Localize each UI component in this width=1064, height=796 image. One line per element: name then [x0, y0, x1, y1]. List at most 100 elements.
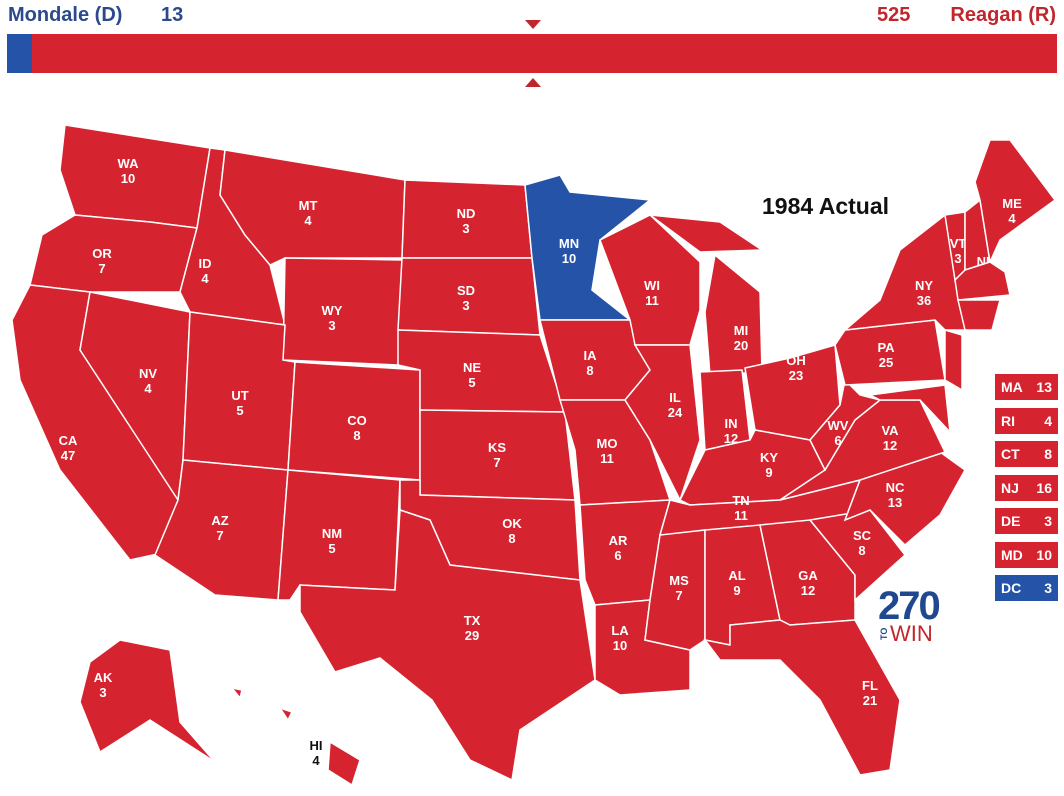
small-state-ev: 13	[1036, 379, 1052, 395]
state-label-abbr: VA	[881, 423, 899, 438]
state-label-abbr: SD	[457, 283, 475, 298]
state-label-abbr: VT	[950, 236, 967, 251]
state-wy[interactable]	[282, 257, 403, 366]
state-label-ev: 25	[879, 355, 893, 370]
state-mi[interactable]	[647, 213, 765, 253]
state-mi[interactable]	[704, 253, 763, 376]
270towin-logo: 270 TO WIN	[878, 584, 941, 645]
state-label-abbr: AK	[94, 670, 113, 685]
state-label-abbr: ND	[457, 206, 476, 221]
small-state-ri[interactable]: RI 4	[995, 407, 1058, 434]
state-label-abbr: MN	[559, 236, 579, 251]
state-label-ev: 3	[462, 298, 469, 313]
state-wi[interactable]	[599, 214, 701, 346]
small-state-ma[interactable]: MA 13	[995, 374, 1058, 400]
state-label-abbr: OK	[502, 516, 522, 531]
state-mn[interactable]	[524, 174, 652, 321]
small-state-abbr: MA	[1001, 379, 1023, 395]
democrat-candidate-name: Mondale (D)	[8, 4, 123, 26]
state-label-ev: 6	[834, 433, 841, 448]
state-label-abbr: PA	[877, 340, 895, 355]
state-label-ev: 12	[724, 431, 738, 446]
state-label-ev: 23	[789, 368, 803, 383]
state-label-abbr: NM	[322, 526, 342, 541]
state-label-abbr: LA	[611, 623, 629, 638]
state-fl[interactable]	[703, 619, 901, 776]
state-tx[interactable]	[299, 508, 596, 782]
small-state-ev: 4	[1044, 412, 1052, 429]
state-label-ev: 4	[144, 381, 152, 396]
small-state-ev: 3	[1044, 580, 1052, 596]
state-me[interactable]	[974, 139, 1057, 265]
logo-number: 270	[878, 584, 941, 628]
logo-to: TO	[879, 627, 889, 640]
republican-candidate-name: Reagan (R)	[950, 4, 1056, 26]
state-label-abbr: IA	[584, 348, 598, 363]
state-label-abbr: TN	[732, 493, 749, 508]
state-label-ev: 20	[734, 338, 748, 353]
state-label-ev: 29	[465, 628, 479, 643]
state-label-abbr: WY	[322, 303, 343, 318]
270-marker-top-icon	[525, 20, 541, 29]
state-label-ev: 5	[328, 541, 335, 556]
state-label-abbr: ME	[1002, 196, 1022, 211]
state-label-abbr: AL	[728, 568, 745, 583]
small-state-ev: 16	[1036, 479, 1052, 496]
small-state-ev: 3	[1044, 513, 1052, 529]
state-label-abbr: OH	[786, 353, 806, 368]
state-label-ev: 24	[668, 405, 683, 420]
small-state-ct[interactable]: CT 8	[995, 441, 1058, 467]
small-state-de[interactable]: DE 3	[995, 508, 1058, 534]
republican-electoral-votes: 525	[877, 4, 911, 26]
state-label-ev: 10	[562, 251, 576, 266]
state-label-ev: 12	[801, 583, 815, 598]
state-label-ev: 3	[954, 251, 961, 266]
state-label-abbr: KS	[488, 440, 506, 455]
state-label-ev: 4	[312, 753, 320, 768]
democrat-bar-segment	[7, 34, 33, 73]
small-state-ev: 8	[1044, 446, 1052, 462]
state-md[interactable]	[867, 384, 951, 435]
state-label-abbr: SC	[853, 528, 872, 543]
electoral-vote-bar	[7, 34, 1057, 73]
state-label-abbr: MI	[734, 323, 748, 338]
state-il[interactable]	[624, 344, 701, 502]
state-label-abbr: NV	[139, 366, 157, 381]
state-hi[interactable]	[278, 706, 294, 722]
state-label-abbr: NY	[915, 278, 933, 293]
state-label-ev: 8	[858, 543, 865, 558]
state-ne[interactable]	[397, 329, 567, 413]
state-label-abbr: IN	[725, 416, 738, 431]
state-label-abbr: MT	[299, 198, 318, 213]
state-label-abbr: NC	[886, 480, 905, 495]
state-pa[interactable]	[834, 319, 946, 386]
state-label-ev: 36	[917, 293, 931, 308]
state-label-abbr: GA	[798, 568, 818, 583]
state-hi[interactable]	[230, 686, 243, 700]
state-wv[interactable]	[809, 378, 882, 472]
state-label-ev: 3	[99, 685, 106, 700]
state-nj[interactable]	[944, 328, 963, 392]
state-label-ev: 8	[353, 428, 360, 443]
state-label-ev: 9	[733, 583, 740, 598]
state-label-ev: 11	[600, 451, 614, 466]
state-ak[interactable]	[79, 639, 216, 763]
state-label-abbr: TX	[464, 613, 481, 628]
state-label-abbr: OR	[92, 246, 112, 261]
small-state-abbr: CT	[1001, 446, 1020, 462]
state-label-ev: 21	[863, 693, 877, 708]
state-label-abbr: HI	[310, 738, 323, 753]
state-ct[interactable]	[957, 299, 1001, 331]
state-hi[interactable]	[327, 740, 361, 787]
state-or[interactable]	[29, 214, 198, 293]
small-state-md[interactable]: MD 10	[995, 541, 1058, 568]
state-label-ev: 10	[121, 171, 135, 186]
small-state-abbr: MD	[1001, 546, 1023, 563]
state-label-abbr: IL	[669, 390, 681, 405]
state-label-ev: 4	[201, 271, 209, 286]
small-state-nj[interactable]: NJ 16	[995, 474, 1058, 501]
map-title: 1984 Actual	[762, 193, 889, 219]
state-label-abbr: CO	[347, 413, 367, 428]
small-state-dc[interactable]: DC 3	[995, 575, 1058, 601]
